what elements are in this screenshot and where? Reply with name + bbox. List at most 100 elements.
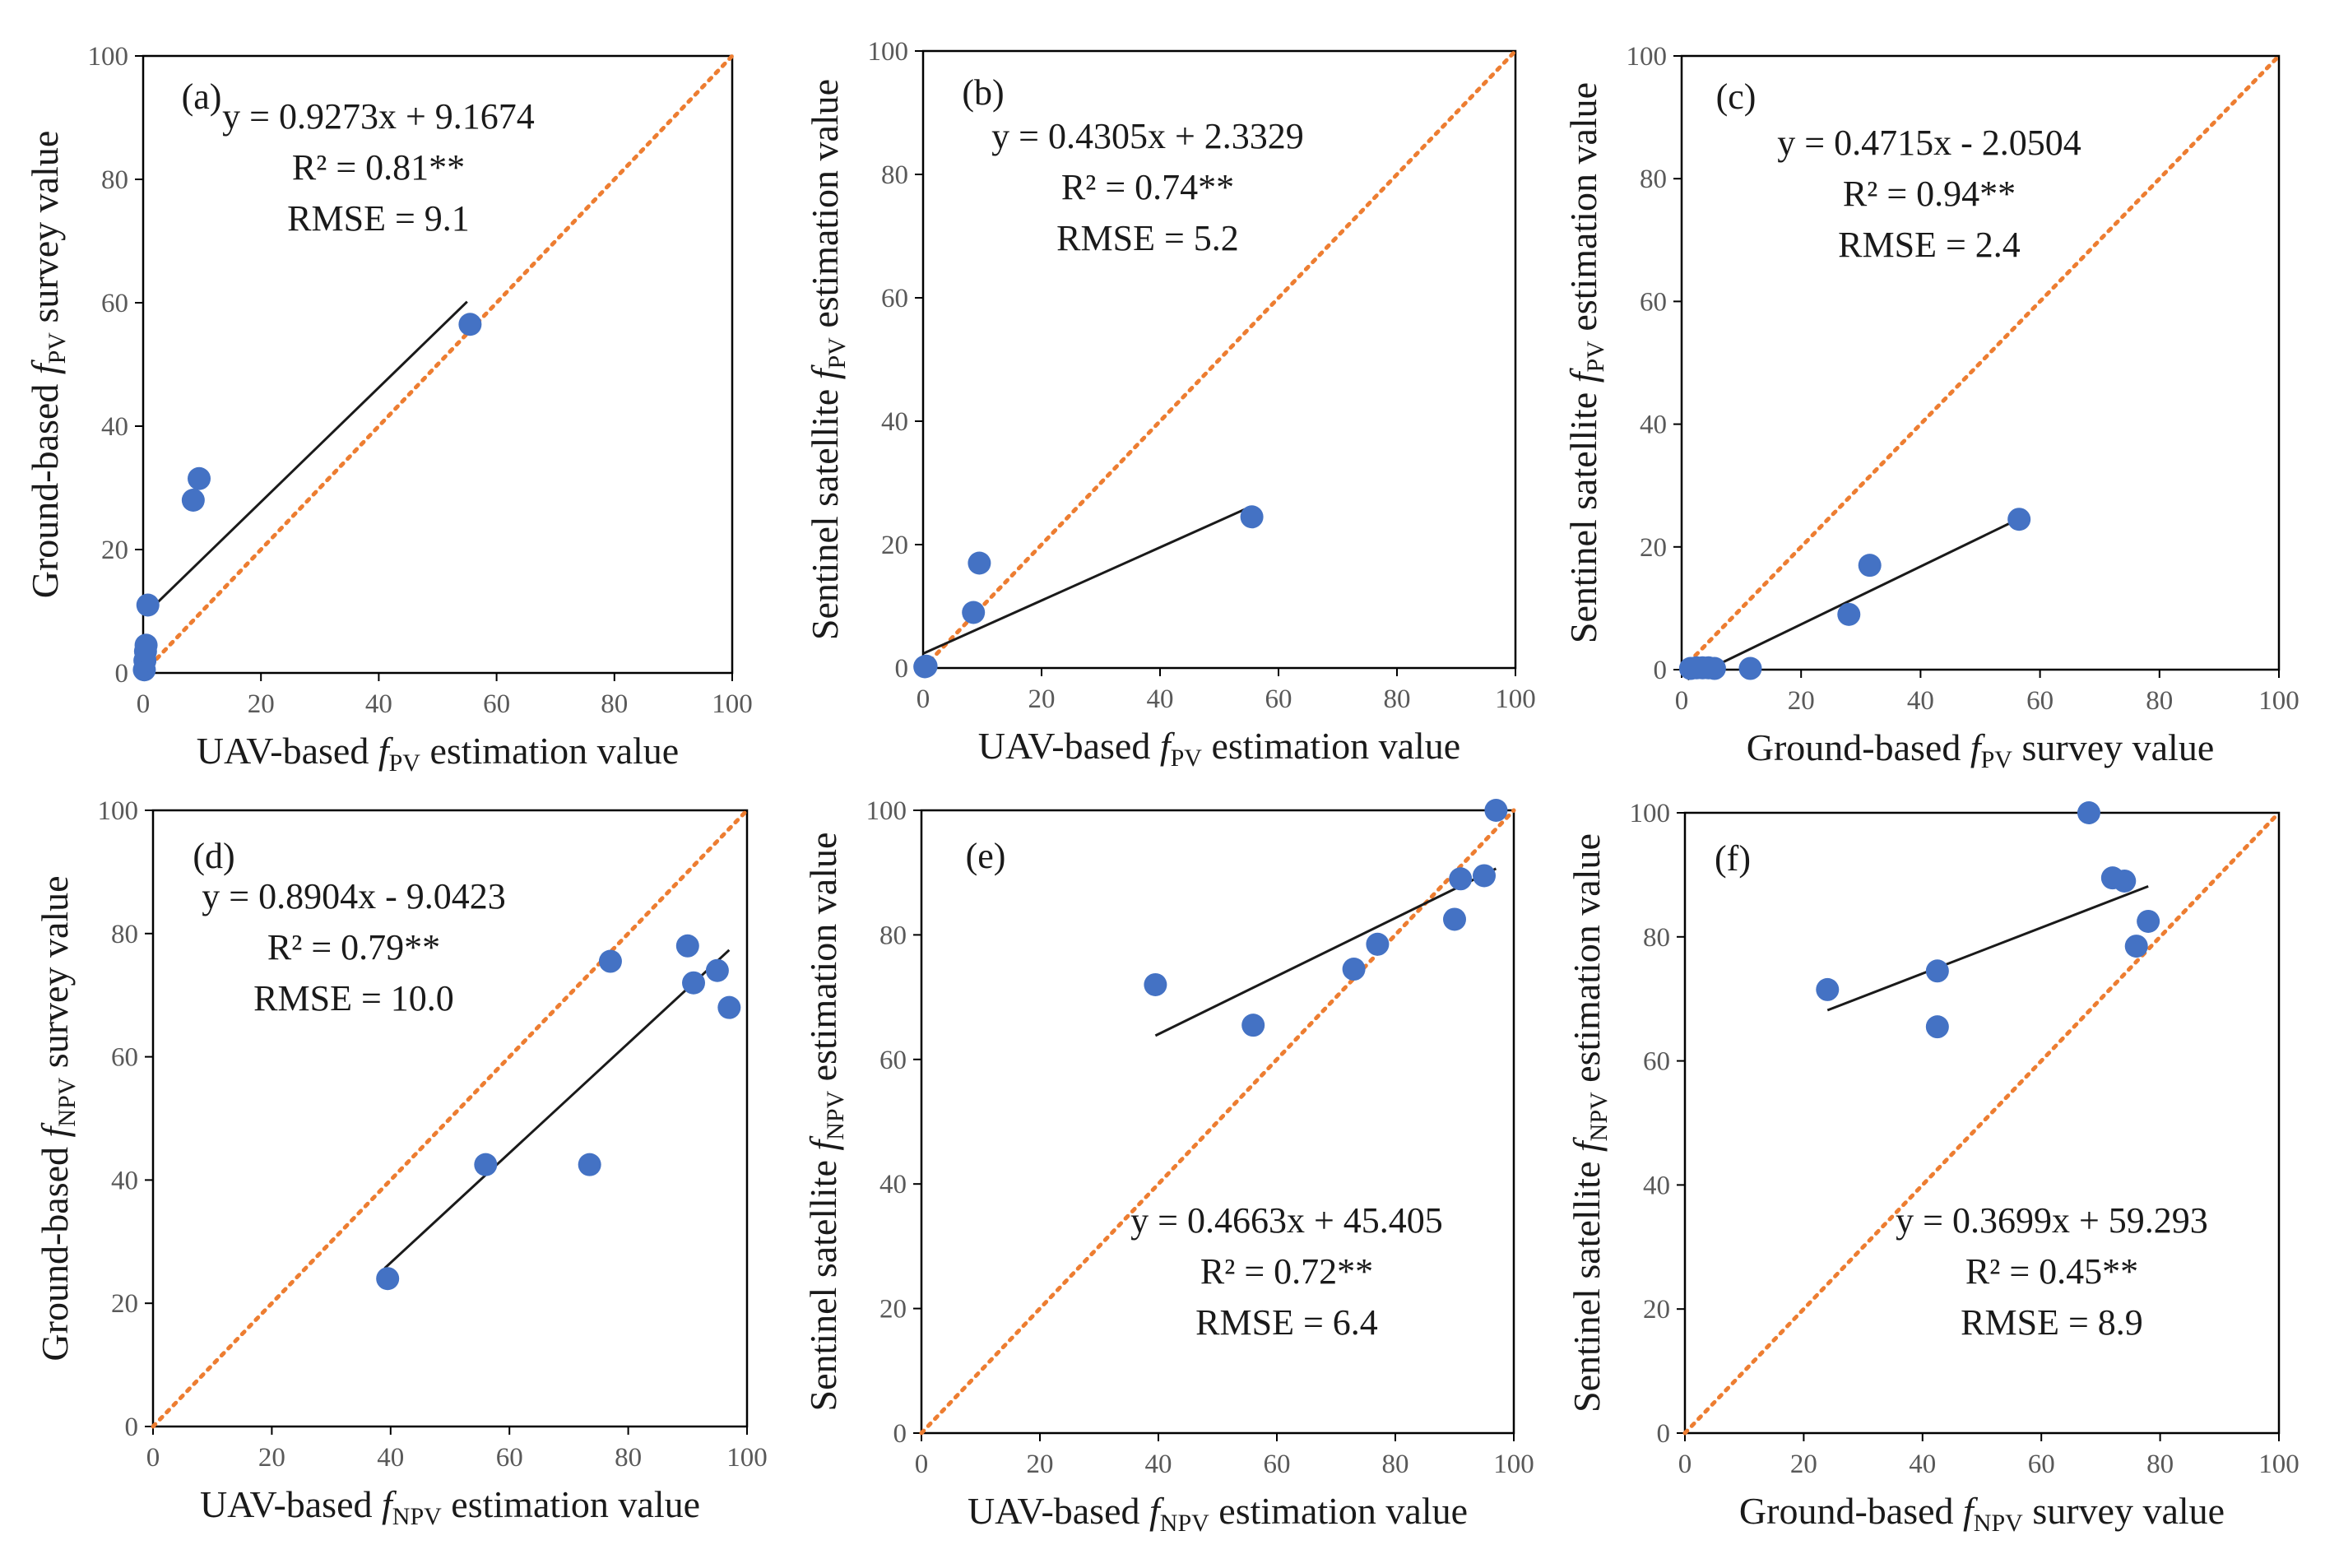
panel-2-y-axis-title-prefix: Sentinel satellite — [804, 379, 846, 640]
panel-3-y-tick-label: 100 — [1627, 42, 1668, 72]
panel-3-x-tick-label: 60 — [2026, 686, 2054, 716]
panel-6-y-axis-title-subscript: NPV — [1585, 1092, 1613, 1141]
panel-5-y-tick-label: 40 — [879, 1170, 907, 1199]
panel-5-y-axis-title-subscript: NPV — [822, 1090, 849, 1139]
panel-6-plot-frame — [1683, 811, 2281, 1435]
panel-2-x-axis-title-suffix: estimation value — [1202, 725, 1460, 767]
panel-1-y-axis-title: Ground-based fPV survey value — [24, 131, 71, 599]
panel-5-data-point-6 — [1449, 867, 1473, 891]
panel-4-y-axis-title-subscript: NPV — [53, 1077, 81, 1126]
panel-3-plot-frame — [1680, 54, 2281, 671]
panel-6-y-axis-title-suffix: estimation value — [1566, 833, 1608, 1092]
panel-2-y-tick-label: 20 — [881, 531, 908, 560]
panel-2-x-tick-label: 20 — [1028, 684, 1056, 714]
panel-4-y-tick-label: 0 — [125, 1413, 139, 1442]
panel-4-equation: y = 0.8904x - 9.0423 — [202, 876, 505, 916]
panel-6-y-tick-label: 60 — [1643, 1047, 1670, 1077]
panel-4-x-tick-label: 20 — [258, 1443, 285, 1473]
panel-3-y-axis-title-subscript: PV — [1582, 341, 1609, 373]
panel-5-y-tick-label: 60 — [879, 1046, 907, 1075]
panel-1-r-squared: R² = 0.81** — [292, 147, 465, 188]
panel-4-x-tick-label: 40 — [377, 1443, 404, 1473]
panel-4-y-axis-title-prefix: Ground-based — [34, 1137, 76, 1361]
panel-1-label: (a) — [182, 77, 222, 117]
panel-1-x-tick-label: 40 — [365, 689, 392, 719]
panel-2-y-axis-title-subscript: PV — [824, 337, 851, 369]
panel-2-x-axis-title-subscript: PV — [1171, 745, 1203, 772]
panel-5-data-point-2 — [1241, 1014, 1265, 1037]
panel-5-data-point-1 — [1144, 972, 1167, 996]
panel-1-y-tick-label: 80 — [101, 165, 128, 195]
panel-6-data-point-8 — [2137, 909, 2160, 933]
panel-2-y-axis-title-suffix: estimation value — [804, 79, 846, 337]
panel-5-rmse: RMSE = 6.4 — [1195, 1302, 1378, 1343]
panel-5-y-tick-label: 20 — [879, 1295, 907, 1324]
panel-2-data-point-2 — [914, 654, 938, 678]
panel-4-y-tick-label: 40 — [111, 1166, 138, 1195]
panel-1-y-tick-label: 100 — [88, 42, 129, 72]
panel-5-x-tick-label: 20 — [1027, 1450, 1054, 1479]
panel-2: 0 20 40 60 80 100 0 20 40 60 80 100 (b)y = 0.4305x +… — [804, 37, 1536, 772]
panel-5-x-tick-label: 100 — [1493, 1450, 1534, 1479]
panel-3-x-tick-label: 20 — [1788, 686, 1815, 716]
panel-6-x-tick-label: 20 — [1790, 1450, 1817, 1479]
panel-5-y-axis-title-suffix: estimation value — [802, 833, 844, 1091]
panel-3-label: (c) — [1716, 77, 1757, 117]
panel-3-data-point-7 — [1837, 602, 1861, 626]
panel-6-rmse: RMSE = 8.9 — [1961, 1302, 2143, 1343]
panel-1-data-point-6 — [181, 489, 205, 512]
panel-6-x-tick-label: 100 — [2258, 1450, 2299, 1479]
panel-6-y-tick-label: 20 — [1643, 1295, 1670, 1324]
panel-4-x-tick-label: 80 — [615, 1443, 642, 1473]
panel-5-identity-line — [919, 808, 1516, 1436]
panel-4-rmse: RMSE = 10.0 — [253, 978, 454, 1018]
panel-2-rmse: RMSE = 5.2 — [1056, 218, 1239, 258]
panel-5-data-point-5 — [1443, 907, 1466, 931]
panel-2-x-tick-label: 80 — [1384, 684, 1411, 714]
panel-3-y-tick-label: 80 — [1640, 165, 1667, 194]
panel-4: 0 20 40 60 80 100 0 20 40 60 80 100 (d)y = 0.8904x -… — [34, 796, 768, 1530]
panel-5-data-point-7 — [1473, 864, 1496, 888]
panel-1-fit-line — [148, 300, 468, 612]
panel-2-x-tick-label: 0 — [917, 684, 930, 714]
panel-1-data-point-5 — [136, 593, 160, 617]
panel-1-rmse: RMSE = 9.1 — [287, 198, 470, 239]
panel-4-data-point-7 — [705, 958, 729, 982]
panel-3-r-squared: R² = 0.94** — [1843, 174, 2016, 214]
panel-1-y-tick-label: 0 — [115, 659, 129, 689]
panel-1-y-axis-title-subscript: PV — [44, 332, 71, 364]
panel-3-y-tick-label: 40 — [1640, 411, 1667, 440]
panel-3: 0 20 40 60 80 100 0 20 40 60 80 100 (c) y = 0.4715x -… — [1562, 42, 2299, 773]
panel-2-x-axis-title-prefix: UAV-based — [978, 725, 1160, 767]
panel-5-y-tick-label: 100 — [866, 796, 907, 826]
panel-3-x-axis-title-subscript: PV — [1981, 746, 2013, 773]
panel-4-plot-frame — [151, 809, 749, 1428]
panel-1-plot-frame — [142, 54, 734, 675]
panel-3-data-point-5 — [1702, 656, 1726, 680]
panel-4-x-axis-title-prefix: UAV-based — [200, 1483, 382, 1525]
panel-6-data-point-1 — [1816, 977, 1840, 1001]
panel-2-fit-line — [922, 506, 1250, 655]
panel-4-y-tick-label: 20 — [111, 1289, 138, 1319]
panel-6-data-point-7 — [2124, 935, 2148, 958]
panel-5-data-point-3 — [1342, 958, 1366, 981]
panel-6-x-tick-label: 60 — [2028, 1450, 2055, 1479]
panel-3-data-point-8 — [1858, 554, 1882, 578]
panel-5-x-tick-label: 80 — [1382, 1450, 1409, 1479]
panel-4-data-point-8 — [717, 995, 741, 1019]
panel-6-y-tick-label: 40 — [1643, 1171, 1670, 1200]
panel-6-data-point-4 — [2077, 801, 2100, 824]
panel-4-data-point-5 — [675, 934, 699, 958]
panel-1-data-point-7 — [188, 466, 211, 490]
panel-1-y-tick-label: 60 — [101, 289, 128, 318]
panel-1-data-point-8 — [458, 313, 482, 336]
panel-6: 0 20 40 60 80 100 0 20 40 60 80 100 (f) y = 0.3699x +… — [1566, 799, 2299, 1537]
panel-3-y-axis-title-prefix: Sentinel satellite — [1562, 383, 1604, 643]
panel-3-x-axis-title-prefix: Ground-based — [1747, 726, 1970, 768]
panel-5-x-axis-title-prefix: UAV-based — [968, 1490, 1149, 1532]
panel-1-y-tick-label: 40 — [101, 412, 128, 442]
panel-3-x-tick-label: 80 — [2146, 686, 2173, 716]
panel-6-fit-line — [1826, 884, 2149, 1012]
panel-6-x-tick-label: 80 — [2146, 1450, 2174, 1479]
panel-3-x-tick-label: 40 — [1907, 686, 1934, 716]
